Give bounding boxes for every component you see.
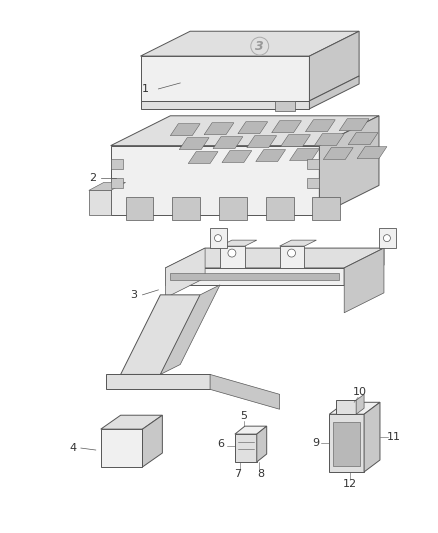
Circle shape — [288, 249, 296, 257]
Polygon shape — [101, 429, 142, 467]
Polygon shape — [309, 31, 359, 101]
Polygon shape — [247, 136, 277, 148]
Text: 8: 8 — [257, 469, 264, 479]
Polygon shape — [141, 56, 309, 101]
Polygon shape — [364, 402, 380, 472]
Polygon shape — [312, 197, 340, 220]
Text: 3: 3 — [130, 290, 137, 300]
Polygon shape — [222, 151, 252, 163]
Polygon shape — [204, 123, 234, 135]
Circle shape — [228, 249, 236, 257]
Polygon shape — [235, 426, 267, 434]
Polygon shape — [165, 268, 344, 285]
Polygon shape — [256, 150, 286, 161]
Polygon shape — [111, 179, 123, 188]
Polygon shape — [210, 228, 227, 248]
Polygon shape — [210, 375, 279, 409]
Text: 3: 3 — [255, 39, 264, 53]
Polygon shape — [106, 375, 210, 389]
Polygon shape — [275, 101, 294, 111]
Polygon shape — [126, 197, 153, 220]
Polygon shape — [281, 135, 311, 147]
Polygon shape — [339, 119, 369, 131]
Polygon shape — [165, 248, 384, 268]
Polygon shape — [319, 116, 379, 215]
Polygon shape — [111, 116, 379, 146]
Polygon shape — [188, 151, 218, 164]
Polygon shape — [323, 148, 353, 159]
Polygon shape — [279, 240, 316, 246]
Text: 1: 1 — [142, 84, 149, 94]
Polygon shape — [379, 228, 396, 248]
Polygon shape — [348, 133, 378, 144]
Polygon shape — [266, 197, 293, 220]
Polygon shape — [120, 295, 200, 375]
Text: 6: 6 — [218, 439, 225, 449]
Polygon shape — [257, 426, 267, 462]
Polygon shape — [307, 158, 319, 168]
Circle shape — [383, 235, 390, 241]
Polygon shape — [329, 402, 380, 414]
Polygon shape — [307, 179, 319, 188]
Polygon shape — [309, 76, 359, 109]
Text: 4: 4 — [69, 443, 77, 453]
Polygon shape — [344, 248, 384, 285]
Polygon shape — [165, 248, 205, 298]
Polygon shape — [344, 248, 384, 313]
Polygon shape — [111, 158, 123, 168]
Polygon shape — [238, 122, 268, 134]
Polygon shape — [305, 120, 335, 132]
Polygon shape — [329, 414, 364, 472]
Polygon shape — [357, 147, 387, 158]
Text: 11: 11 — [387, 432, 401, 442]
Polygon shape — [89, 190, 111, 215]
Polygon shape — [160, 285, 220, 375]
Text: 10: 10 — [353, 387, 367, 397]
Polygon shape — [220, 240, 257, 246]
Polygon shape — [101, 415, 162, 429]
Polygon shape — [213, 136, 243, 149]
Text: 9: 9 — [312, 438, 319, 448]
Text: 5: 5 — [240, 411, 247, 421]
Text: 12: 12 — [343, 479, 357, 489]
Polygon shape — [142, 415, 162, 467]
Polygon shape — [333, 422, 360, 466]
Polygon shape — [170, 124, 200, 136]
Text: 2: 2 — [89, 173, 96, 183]
Polygon shape — [272, 121, 301, 133]
Polygon shape — [336, 400, 356, 414]
Polygon shape — [220, 246, 245, 268]
Circle shape — [215, 235, 222, 241]
Polygon shape — [235, 434, 257, 462]
Polygon shape — [219, 197, 247, 220]
Polygon shape — [279, 246, 304, 268]
Polygon shape — [111, 146, 319, 215]
Polygon shape — [172, 197, 200, 220]
Polygon shape — [141, 31, 359, 56]
Polygon shape — [290, 149, 319, 160]
Polygon shape — [179, 138, 209, 150]
Polygon shape — [89, 182, 126, 190]
Polygon shape — [141, 101, 309, 109]
Polygon shape — [356, 394, 364, 414]
Polygon shape — [170, 273, 339, 280]
Text: 7: 7 — [234, 469, 241, 479]
Polygon shape — [314, 134, 344, 146]
